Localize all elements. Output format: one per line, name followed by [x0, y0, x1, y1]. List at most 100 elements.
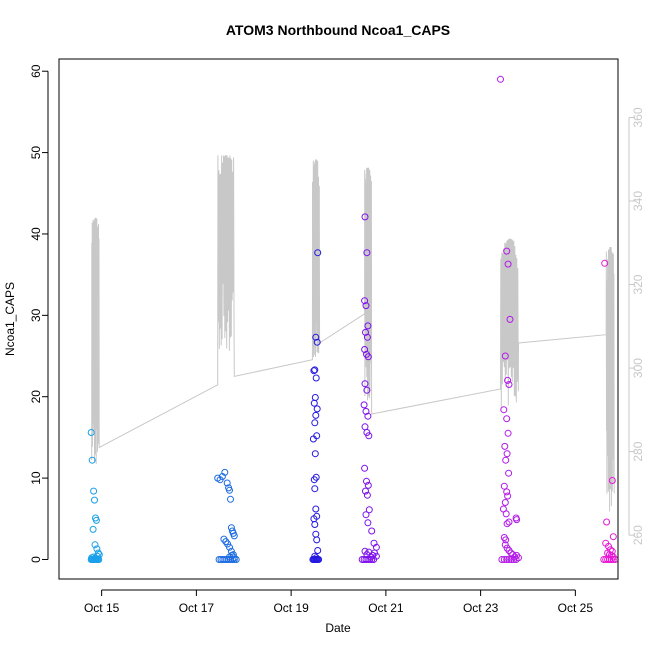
- data-point: [230, 532, 238, 540]
- data-point: [505, 556, 513, 563]
- data-point: [313, 338, 321, 346]
- data-point: [609, 533, 617, 541]
- data-point: [370, 556, 378, 563]
- plot-frame: [58, 58, 619, 580]
- data-point: [312, 374, 320, 382]
- data-point: [505, 518, 513, 526]
- data-point: [314, 547, 322, 554]
- data-point: [506, 315, 514, 323]
- data-point: [90, 487, 98, 495]
- data-point: [512, 556, 520, 563]
- data-point: [364, 412, 372, 420]
- data-point: [501, 541, 509, 549]
- data-point: [504, 429, 512, 437]
- data-point: [361, 464, 369, 472]
- data-point: [365, 432, 373, 440]
- data-point: [311, 552, 319, 560]
- y-tick-label: 40: [29, 227, 43, 241]
- data-point: [312, 530, 320, 538]
- data-point: [363, 249, 371, 257]
- data-point: [226, 543, 233, 551]
- data-point: [360, 401, 368, 409]
- data-point: [507, 549, 515, 557]
- x-axis-label: Date: [325, 621, 351, 635]
- data-point: [310, 399, 318, 407]
- data-point: [92, 516, 100, 524]
- data-point: [503, 450, 511, 458]
- data-point: [362, 487, 369, 495]
- data-point: [361, 380, 369, 388]
- data-point: [503, 520, 511, 528]
- chart-title: ATOM3 Northbound Ncoa1_CAPS: [226, 22, 450, 38]
- data-point: [502, 456, 510, 464]
- data-point: [503, 556, 511, 563]
- data-point: [504, 260, 512, 268]
- y2-tick-label: 360: [631, 107, 645, 127]
- data-point: [361, 423, 369, 431]
- secondary-line: [91, 155, 615, 512]
- data-point: [502, 536, 510, 544]
- x-tick-label: Oct 17: [179, 601, 215, 615]
- data-point: [365, 506, 373, 514]
- data-point: [88, 456, 96, 464]
- data-point: [503, 488, 511, 496]
- data-point: [228, 551, 236, 559]
- y2-axis: 260 280 300 320 340 360: [628, 107, 645, 545]
- data-point: [510, 556, 518, 563]
- data-point: [498, 556, 506, 563]
- y-tick-label: 50: [29, 146, 43, 160]
- data-point: [362, 302, 370, 310]
- y-tick-label: 30: [29, 308, 43, 322]
- data-point: [232, 556, 240, 563]
- data-point: [93, 545, 101, 553]
- data-point: [368, 556, 376, 563]
- data-point: [501, 442, 509, 450]
- data-point: [311, 485, 319, 493]
- data-point: [608, 477, 616, 484]
- data-point: [361, 213, 369, 221]
- data-point: [503, 415, 511, 423]
- data-point: [364, 322, 372, 330]
- data-point: [507, 556, 515, 563]
- scatter-points-layer: [87, 75, 619, 563]
- data-point: [501, 352, 509, 360]
- data-point: [504, 376, 512, 384]
- data-point: [314, 249, 322, 257]
- data-point: [607, 556, 615, 563]
- data-point: [311, 366, 319, 374]
- y-axis: 0 10 20 30 40 50 60: [29, 64, 49, 563]
- data-point: [502, 510, 510, 518]
- y-tick-label: 10: [29, 471, 43, 485]
- y2-tick-label: 320: [631, 274, 645, 294]
- data-point: [310, 476, 318, 484]
- data-point: [363, 333, 371, 341]
- data-point: [313, 536, 321, 544]
- data-point: [366, 556, 374, 563]
- y-tick-label: 20: [29, 390, 43, 404]
- data-point: [312, 505, 320, 513]
- data-point: [312, 411, 320, 419]
- x-tick-label: Oct 25: [558, 601, 594, 615]
- data-point: [230, 554, 238, 562]
- data-point: [364, 353, 372, 361]
- data-point: [311, 394, 319, 401]
- data-point: [363, 491, 371, 499]
- data-point: [607, 551, 615, 559]
- data-point: [368, 527, 376, 535]
- x-tick-label: Oct 21: [368, 601, 404, 615]
- x-tick-label: Oct 15: [84, 601, 120, 615]
- data-point: [311, 419, 319, 427]
- data-point: [91, 541, 99, 549]
- data-point: [313, 405, 321, 413]
- data-point: [609, 556, 617, 563]
- data-point: [505, 469, 513, 477]
- data-point: [513, 516, 521, 524]
- data-point: [309, 435, 317, 443]
- data-point: [312, 554, 320, 562]
- data-point: [601, 259, 609, 267]
- y2-tick-label: 340: [631, 191, 645, 211]
- data-point: [311, 521, 319, 528]
- data-point: [362, 511, 370, 519]
- y2-tick-label: 260: [631, 525, 645, 545]
- y2-tick-label: 300: [631, 358, 645, 378]
